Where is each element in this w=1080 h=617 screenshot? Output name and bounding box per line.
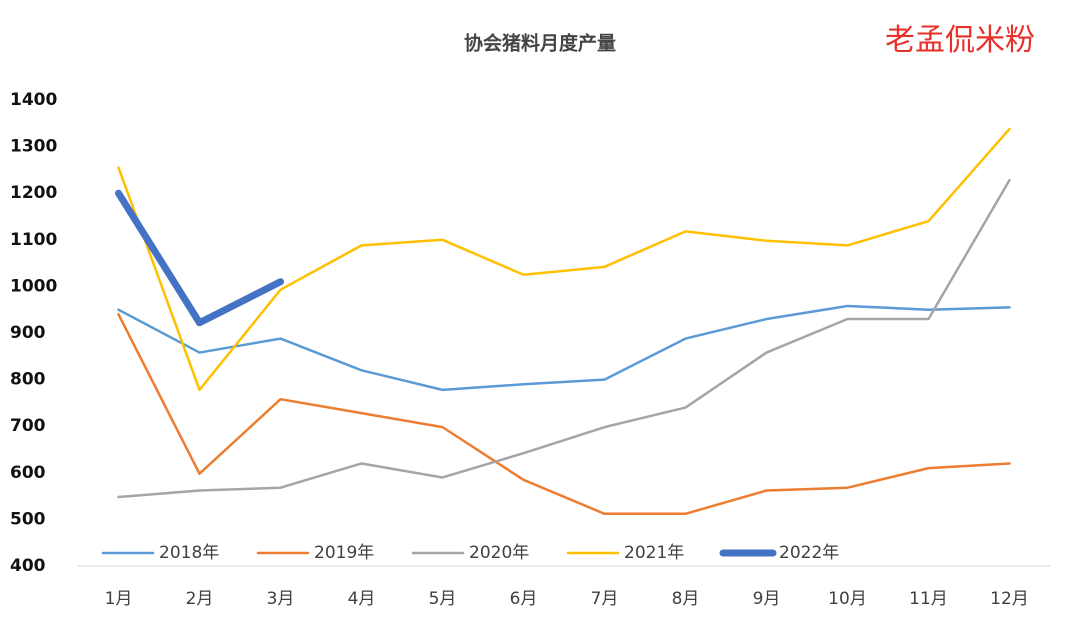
y-tick-label: 700 [10,416,46,436]
x-tick-label: 6月 [510,589,538,609]
legend-label: 2020年 [469,543,529,563]
line-series [117,304,1011,392]
legend-label: 2021年 [624,543,684,563]
x-tick-label: 11月 [909,589,948,609]
x-tick-label: 9月 [753,589,781,609]
y-tick-label: 600 [10,463,46,483]
x-tick-label: 4月 [348,589,376,609]
x-tick-label: 7月 [591,589,619,609]
x-tick-label: 1月 [105,589,133,609]
y-tick-label: 1300 [10,137,57,157]
legend-label: 2018年 [159,543,219,563]
x-tick-label: 5月 [429,589,457,609]
y-tick-label: 800 [10,370,46,390]
x-tick-label: 12月 [990,589,1029,609]
legend-label: 2022年 [779,543,839,563]
y-tick-label: 1400 [10,90,57,110]
line-series [117,178,1011,499]
watermark: 老孟侃米粉 [885,23,1035,58]
x-tick-label: 8月 [672,589,700,609]
legend-label: 2019年 [314,543,374,563]
y-tick-label: 900 [10,323,46,343]
y-tick-label: 500 [10,509,46,529]
x-tick-label: 10月 [828,589,867,609]
x-tick-label: 3月 [267,589,295,609]
line-series [117,313,1011,516]
line-series [115,189,284,327]
y-tick-label: 1000 [10,276,57,296]
y-tick-label: 400 [10,556,46,576]
y-tick-label: 1200 [10,183,57,203]
line-series [117,127,1011,392]
x-tick-label: 2月 [186,589,214,609]
chart-title: 协会猪料月度产量 [464,32,616,55]
y-tick-label: 1100 [10,230,57,250]
